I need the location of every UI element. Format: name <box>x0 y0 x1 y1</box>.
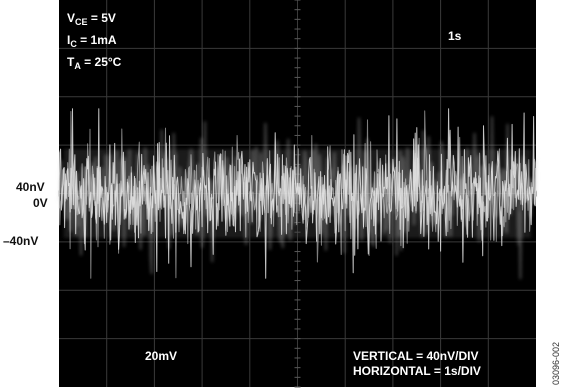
y-tick-label-0v: 0V <box>33 196 48 210</box>
y-tick-label-40nv: 40nV <box>16 180 45 194</box>
noise-trace <box>58 108 537 279</box>
vertical-scale-label: VERTICAL = 40nV/DIV <box>353 349 478 363</box>
y-tick-label-minus-40nv: –40nV <box>3 234 39 248</box>
channel-scale-label: 20mV <box>145 349 177 363</box>
condition-ic: IC = 1mA <box>67 33 117 49</box>
figure-id: 03096-002 <box>551 342 561 385</box>
trace-path-2 <box>58 108 537 279</box>
time-marker-label: 1s <box>448 29 462 43</box>
horizontal-scale-label: HORIZONTAL = 1s/DIV <box>353 364 481 378</box>
scope-grid <box>58 0 537 388</box>
condition-vce: VCE = 5V <box>67 11 116 27</box>
trace-path-1 <box>58 110 537 279</box>
condition-ta: TA = 25°C <box>67 55 122 71</box>
